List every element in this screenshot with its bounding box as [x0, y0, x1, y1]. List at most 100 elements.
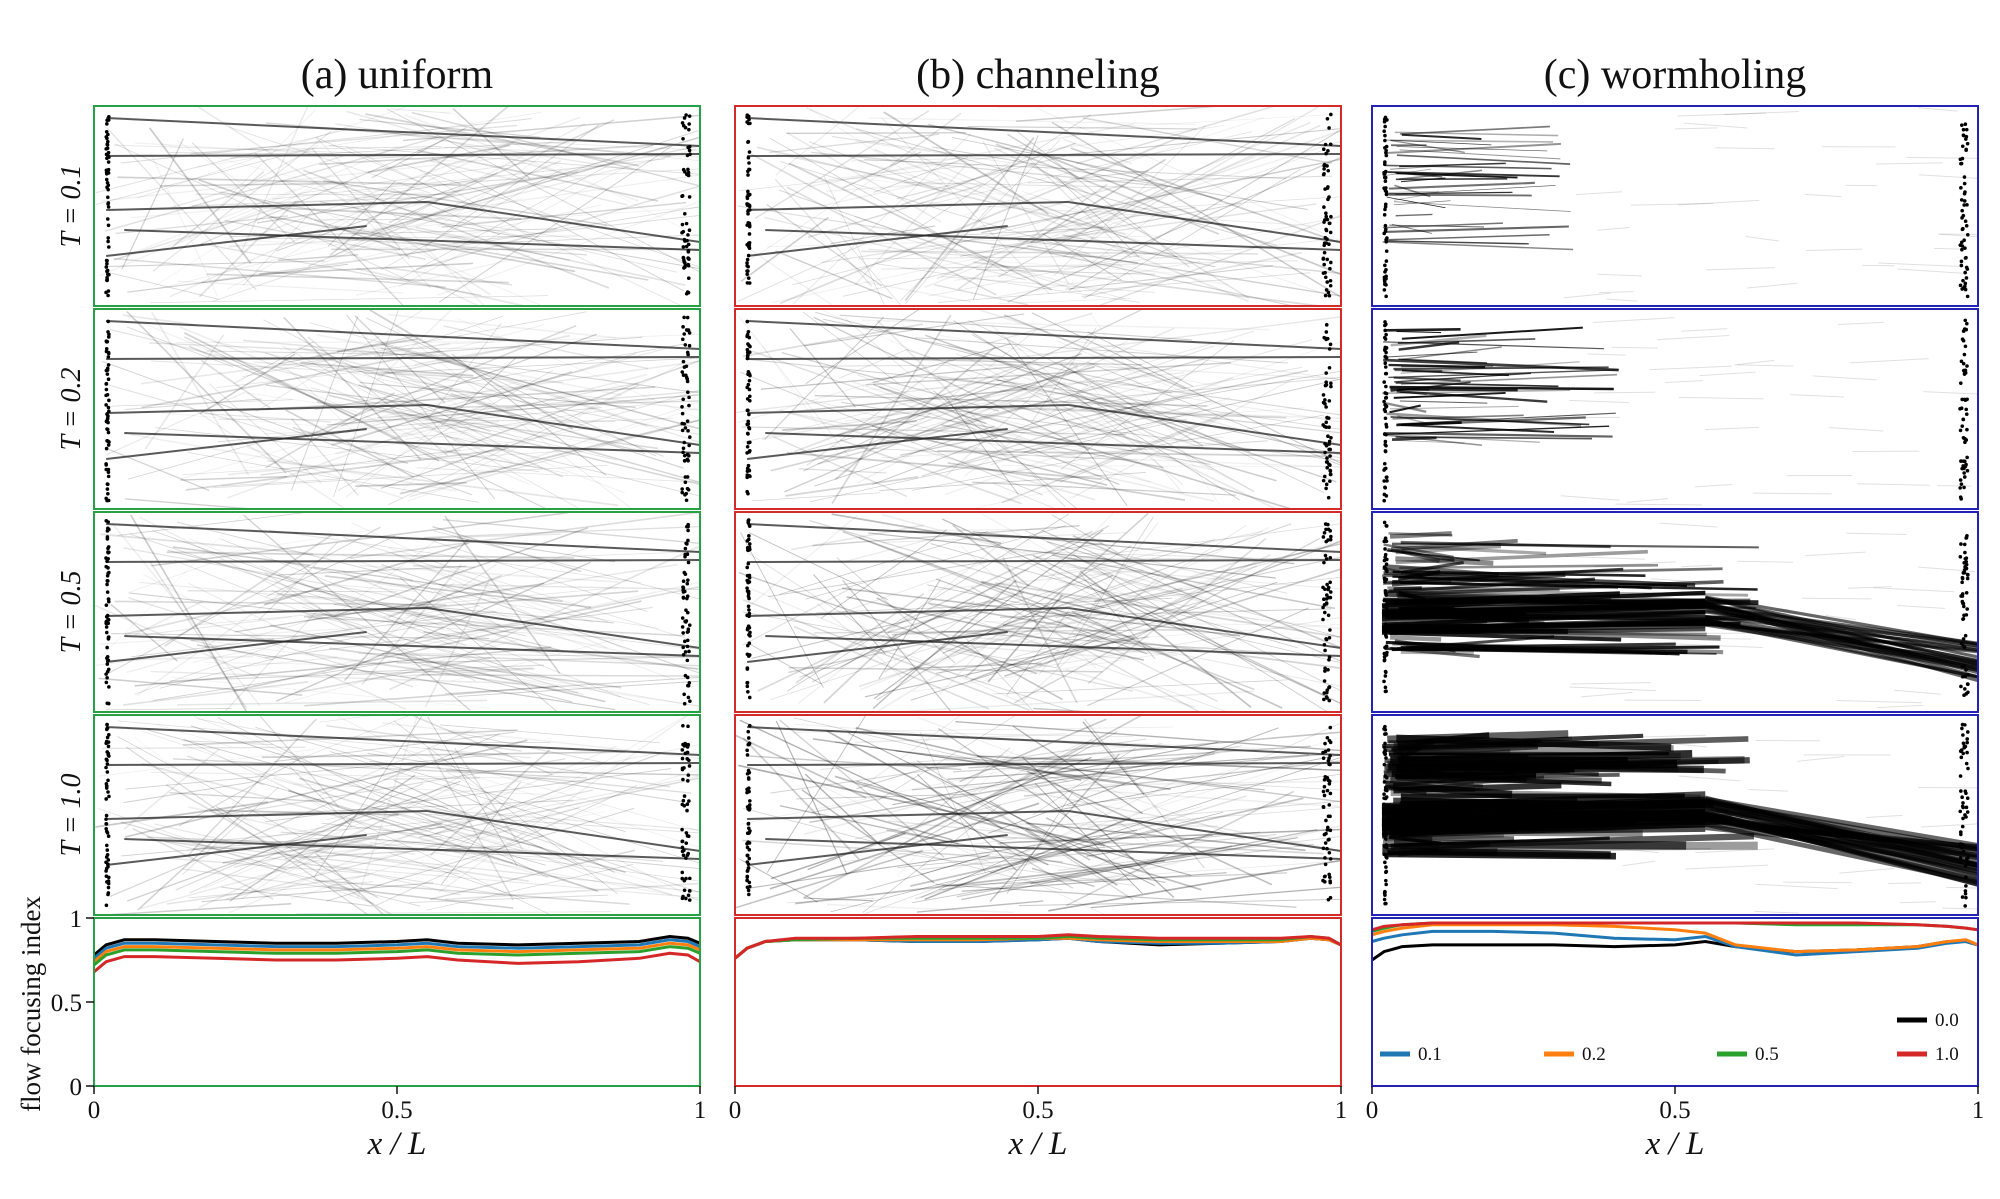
inlet-pore — [104, 817, 108, 822]
outlet-pore — [1326, 522, 1330, 527]
outlet-pore — [1323, 142, 1328, 147]
inlet-pore — [105, 118, 109, 123]
inlet-pore — [746, 432, 750, 436]
inlet-pore — [1382, 897, 1387, 902]
inlet-pore — [106, 635, 111, 640]
outlet-pore — [1964, 590, 1969, 595]
inlet-pore — [745, 684, 750, 689]
inlet-pore — [747, 534, 751, 538]
outlet-pore — [1328, 469, 1333, 473]
outlet-pore — [1962, 744, 1967, 748]
outlet-pore — [684, 244, 689, 249]
outlet-pore — [1960, 722, 1965, 727]
inlet-pore — [1383, 229, 1388, 233]
inlet-pore — [747, 343, 751, 348]
outlet-pore — [1327, 655, 1332, 659]
outlet-pore — [1959, 406, 1964, 410]
outlet-pore — [1963, 122, 1968, 127]
inlet-pore — [1382, 479, 1386, 483]
outlet-pore — [1326, 149, 1330, 153]
inlet-pore — [106, 430, 111, 435]
network-panel-b-2 — [734, 308, 1342, 510]
inlet-pore — [105, 830, 110, 835]
outlet-pore — [1328, 814, 1332, 819]
inlet-pore — [105, 573, 110, 578]
panel-frame — [93, 511, 701, 713]
outlet-pore — [1961, 751, 1966, 756]
inlet-pore — [106, 701, 111, 706]
outlet-pore — [1960, 287, 1964, 291]
outlet-pore — [683, 475, 688, 479]
outlet-pore — [680, 827, 684, 832]
inlet-pore — [746, 580, 750, 585]
inlet-pore — [1384, 432, 1388, 437]
inlet-pore — [106, 597, 111, 602]
outlet-pore — [681, 631, 685, 635]
inlet-pore — [1384, 153, 1389, 158]
outlet-pore — [681, 894, 685, 899]
outlet-pore — [682, 258, 686, 263]
series-line-0.2 — [93, 941, 701, 963]
outlet-pore — [1324, 227, 1328, 232]
network-panel-b-1 — [734, 105, 1342, 307]
inlet-pore — [1382, 407, 1387, 412]
outlet-pore — [1958, 486, 1962, 490]
outlet-pore — [687, 799, 691, 803]
inlet-pore — [105, 770, 110, 774]
outlet-pore — [1321, 256, 1326, 261]
outlet-pore — [1329, 435, 1333, 440]
outlet-pore — [687, 435, 692, 439]
outlet-pore — [1962, 191, 1967, 196]
inlet-pore — [1384, 577, 1389, 582]
outlet-pore — [683, 619, 687, 624]
inlet-pore — [746, 276, 751, 280]
outlet-pore — [1963, 891, 1968, 896]
inlet-pore — [1383, 365, 1388, 369]
inlet-pore — [746, 520, 750, 525]
outlet-pore — [1328, 791, 1333, 796]
inlet-pore — [745, 489, 749, 494]
inlet-pore — [1383, 449, 1388, 454]
outlet-pore — [1959, 359, 1964, 364]
outlet-pore — [687, 764, 692, 768]
inlet-pore — [106, 864, 110, 869]
inlet-pore — [745, 356, 750, 361]
outlet-pore — [682, 803, 687, 808]
outlet-pore — [1324, 818, 1328, 823]
inlet-pore — [107, 409, 111, 414]
inlet-pore — [105, 275, 109, 280]
outlet-pore — [1325, 116, 1330, 121]
inlet-pore — [106, 205, 111, 209]
outlet-pore — [1323, 587, 1327, 592]
outlet-pore — [1324, 371, 1329, 375]
outlet-pore — [685, 419, 690, 424]
outlet-pore — [688, 699, 692, 703]
inlet-pore — [1383, 612, 1388, 617]
outlet-pore — [680, 428, 685, 433]
outlet-pore — [681, 123, 686, 128]
outlet-pore — [1963, 904, 1967, 908]
outlet-pore — [1958, 809, 1963, 814]
inlet-pore — [745, 261, 749, 265]
outlet-pore — [1329, 260, 1333, 265]
outlet-pore — [680, 756, 685, 761]
inlet-pore — [1384, 283, 1388, 287]
outlet-pore — [1959, 748, 1964, 752]
outlet-pore — [686, 773, 691, 777]
inlet-pore — [106, 239, 110, 244]
inlet-pore — [745, 875, 750, 879]
outlet-pore — [1321, 846, 1326, 851]
outlet-pore — [1960, 592, 1965, 596]
panel-frame — [734, 308, 1342, 510]
inlet-pore — [1384, 865, 1388, 869]
outlet-pore — [1322, 777, 1327, 782]
outlet-pore — [1961, 604, 1966, 609]
inlet-pore — [1384, 475, 1389, 480]
inlet-pore — [105, 590, 110, 594]
inlet-pore — [1383, 893, 1387, 897]
inlet-pore — [1384, 644, 1389, 648]
inlet-pore — [1383, 275, 1388, 280]
inlet-pore — [745, 680, 749, 685]
inlet-pore — [745, 195, 750, 199]
outlet-pore — [1960, 599, 1965, 604]
